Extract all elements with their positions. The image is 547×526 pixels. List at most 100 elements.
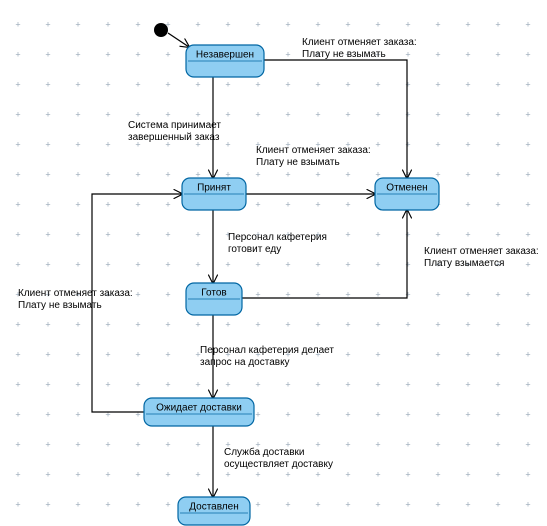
svg-text:+: + bbox=[165, 169, 170, 179]
svg-text:+: + bbox=[135, 409, 140, 419]
svg-text:+: + bbox=[465, 409, 470, 419]
svg-text:+: + bbox=[105, 319, 110, 329]
svg-text:+: + bbox=[225, 79, 230, 89]
svg-text:+: + bbox=[15, 109, 20, 119]
svg-text:+: + bbox=[375, 469, 380, 479]
svg-text:+: + bbox=[285, 49, 290, 59]
state-label-delivered: Доставлен bbox=[189, 502, 238, 513]
svg-text:+: + bbox=[495, 289, 500, 299]
svg-text:+: + bbox=[75, 79, 80, 89]
state-node-cancelled[interactable]: Отменен bbox=[375, 178, 439, 210]
svg-text:+: + bbox=[135, 259, 140, 269]
svg-text:+: + bbox=[525, 169, 530, 179]
svg-text:+: + bbox=[525, 19, 530, 29]
svg-text:+: + bbox=[255, 469, 260, 479]
svg-text:+: + bbox=[165, 499, 170, 509]
svg-text:+: + bbox=[375, 229, 380, 239]
state-node-accepted[interactable]: Принят bbox=[182, 178, 246, 210]
svg-text:+: + bbox=[435, 499, 440, 509]
svg-text:+: + bbox=[435, 379, 440, 389]
svg-text:+: + bbox=[465, 499, 470, 509]
svg-text:+: + bbox=[15, 169, 20, 179]
svg-text:+: + bbox=[435, 469, 440, 479]
svg-text:+: + bbox=[405, 49, 410, 59]
svg-text:+: + bbox=[435, 289, 440, 299]
svg-text:+: + bbox=[315, 439, 320, 449]
svg-text:+: + bbox=[345, 169, 350, 179]
svg-text:+: + bbox=[315, 319, 320, 329]
svg-text:+: + bbox=[15, 199, 20, 209]
svg-text:+: + bbox=[15, 319, 20, 329]
svg-text:+: + bbox=[495, 379, 500, 389]
svg-text:+: + bbox=[45, 139, 50, 149]
svg-text:+: + bbox=[135, 349, 140, 359]
svg-text:+: + bbox=[105, 109, 110, 119]
svg-text:+: + bbox=[195, 229, 200, 239]
state-node-ready[interactable]: Готов bbox=[186, 283, 242, 315]
state-node-awaiting[interactable]: Ожидает доставки bbox=[144, 398, 254, 426]
svg-text:+: + bbox=[495, 409, 500, 419]
svg-text:+: + bbox=[405, 319, 410, 329]
svg-text:+: + bbox=[105, 79, 110, 89]
svg-text:+: + bbox=[255, 19, 260, 29]
state-label-awaiting: Ожидает доставки bbox=[156, 403, 242, 414]
svg-text:+: + bbox=[255, 169, 260, 179]
svg-text:+: + bbox=[225, 319, 230, 329]
svg-text:+: + bbox=[45, 109, 50, 119]
svg-text:+: + bbox=[135, 379, 140, 389]
svg-text:+: + bbox=[75, 259, 80, 269]
svg-text:+: + bbox=[495, 319, 500, 329]
svg-text:+: + bbox=[135, 319, 140, 329]
svg-text:+: + bbox=[525, 379, 530, 389]
svg-text:+: + bbox=[285, 19, 290, 29]
svg-text:+: + bbox=[465, 319, 470, 329]
initial-state-node bbox=[154, 23, 168, 37]
svg-text:+: + bbox=[345, 109, 350, 119]
svg-text:+: + bbox=[135, 439, 140, 449]
svg-text:+: + bbox=[375, 79, 380, 89]
state-node-delivered[interactable]: Доставлен bbox=[178, 497, 250, 525]
svg-text:+: + bbox=[315, 19, 320, 29]
svg-text:+: + bbox=[435, 229, 440, 239]
svg-text:+: + bbox=[195, 19, 200, 29]
svg-text:+: + bbox=[435, 109, 440, 119]
svg-text:+: + bbox=[405, 19, 410, 29]
svg-text:+: + bbox=[375, 409, 380, 419]
svg-text:+: + bbox=[525, 289, 530, 299]
svg-text:+: + bbox=[195, 439, 200, 449]
svg-text:+: + bbox=[165, 259, 170, 269]
svg-text:+: + bbox=[375, 19, 380, 29]
svg-text:+: + bbox=[495, 199, 500, 209]
state-node-incomplete[interactable]: Незавершен bbox=[186, 45, 264, 77]
svg-text:+: + bbox=[135, 199, 140, 209]
svg-text:+: + bbox=[315, 199, 320, 209]
svg-text:+: + bbox=[165, 379, 170, 389]
svg-text:+: + bbox=[285, 499, 290, 509]
svg-text:+: + bbox=[225, 469, 230, 479]
svg-text:+: + bbox=[525, 469, 530, 479]
svg-text:+: + bbox=[255, 79, 260, 89]
svg-text:+: + bbox=[45, 439, 50, 449]
svg-text:+: + bbox=[465, 229, 470, 239]
svg-text:+: + bbox=[75, 319, 80, 329]
svg-text:+: + bbox=[75, 469, 80, 479]
svg-text:+: + bbox=[345, 199, 350, 209]
svg-text:+: + bbox=[285, 259, 290, 269]
svg-text:+: + bbox=[105, 379, 110, 389]
svg-text:+: + bbox=[435, 349, 440, 359]
svg-text:+: + bbox=[105, 499, 110, 509]
svg-text:+: + bbox=[345, 319, 350, 329]
svg-text:+: + bbox=[465, 469, 470, 479]
svg-text:+: + bbox=[345, 499, 350, 509]
svg-text:+: + bbox=[405, 439, 410, 449]
svg-text:+: + bbox=[15, 259, 20, 269]
svg-text:+: + bbox=[525, 79, 530, 89]
svg-text:+: + bbox=[165, 319, 170, 329]
svg-text:+: + bbox=[525, 259, 530, 269]
svg-text:+: + bbox=[315, 79, 320, 89]
svg-text:+: + bbox=[465, 379, 470, 389]
svg-text:+: + bbox=[255, 379, 260, 389]
svg-text:+: + bbox=[495, 349, 500, 359]
svg-text:+: + bbox=[195, 259, 200, 269]
svg-text:+: + bbox=[15, 229, 20, 239]
